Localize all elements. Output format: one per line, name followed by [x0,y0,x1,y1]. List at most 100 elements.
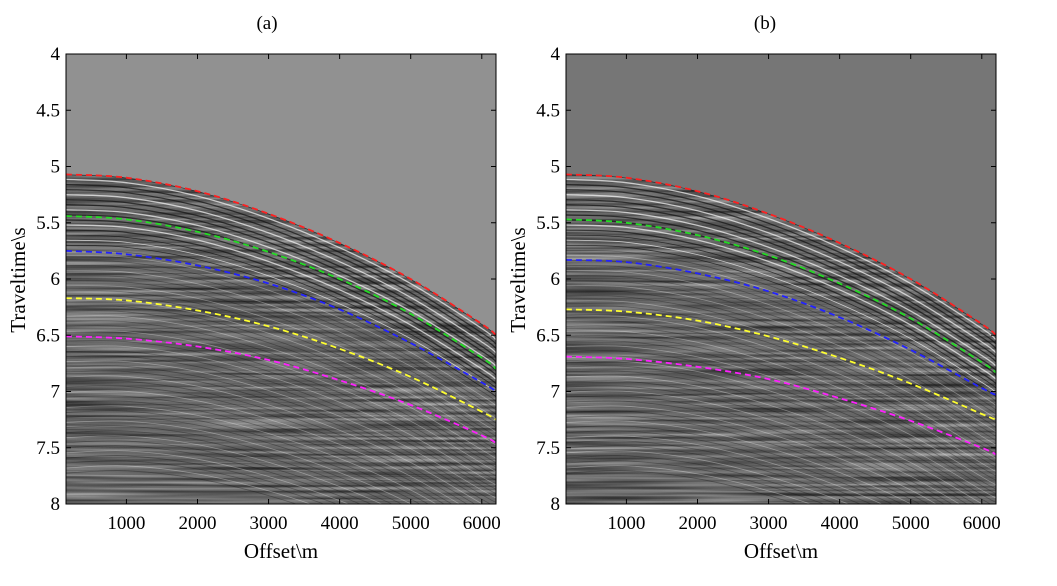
panel-a-reflector-28 [66,315,496,459]
panel-a-reflector-14 [66,244,496,398]
panel-a-y-tick-label: 5 [51,157,61,178]
panel-a-reflector-54 [66,445,496,504]
panel-a-y-tick-label: 7.5 [36,438,60,459]
panel-b-reflector-28 [566,315,996,459]
panel-a-reflector-41 [66,380,496,504]
panel-b-reflector-30 [566,325,996,468]
panel-b-reflector-3 [566,188,996,349]
panel-b-reflector-53 [566,440,996,504]
panel-a-reflector-4 [66,193,496,354]
panel-a-y-tick-label: 6.5 [36,325,60,346]
panel-b-reflector-50 [566,425,996,504]
panel-b-reflector-18 [566,265,996,415]
panel-b-reflector-45 [566,400,996,504]
panel-a-reflector-15 [66,249,496,402]
panel-a-label: (a) [256,13,277,34]
panel-a-reflector-33 [66,340,496,481]
panel-b-x-tick-label: 5000 [892,513,930,534]
panel-a-reflector-3 [66,188,496,349]
panel-b-reflector-13 [566,239,996,393]
panel-a-reflector-23 [66,290,496,437]
panel-b-y-axis-title: Traveltime\s [506,227,530,332]
panel-b-reflector-35 [566,350,996,490]
panel-b-reflector-54 [566,445,996,504]
panel-a-reflector-11 [66,229,496,385]
panel-b-x-tick-label: 1000 [607,513,645,534]
panel-a-reflector-35 [66,350,496,490]
panel-a-reflector-39 [66,370,496,504]
panel-b-reflector-39 [566,370,996,504]
panel-b-y-tick-label: 4.5 [536,100,560,121]
panel-b-reflector-19 [566,270,996,420]
panel-a-y-tick-label: 8 [51,494,61,515]
panel-b-reflector-29 [566,320,996,464]
panel-a-reflector-26 [66,305,496,450]
panel-a-reflector-56 [66,455,496,504]
panel-a-x-tick-label: 5000 [392,513,430,534]
panel-a-y-tick-label: 5.5 [36,213,60,234]
panel-b-pick-green [565,218,997,374]
panel-a-reflector-19 [66,270,496,420]
panel-a-reflector-48 [66,415,496,504]
panel-b-y-tick-label: 6 [551,269,561,290]
panel-b-reflector-59 [566,470,996,504]
panel-a-reflector-9 [66,219,496,376]
panel-b-reflector-14 [566,244,996,398]
panel-a-reflector-2 [66,183,496,345]
panel-a-reflector-55 [66,450,496,504]
panel-a-pick-yellow [65,297,497,421]
panel-b-reflector-49 [566,420,996,504]
panel-b-reflector-15 [566,249,996,402]
panel-a-pick-blue [65,250,497,393]
panel-a-reflector-47 [66,410,496,504]
panel-b-reflector-23 [566,290,996,437]
panel-b-reflector-43 [566,390,996,504]
panel-b-reflector-37 [566,360,996,499]
panel-b-reflector-51 [566,430,996,504]
panel-b-reflector-36 [566,355,996,494]
panel-a-reflector-53 [66,440,496,504]
panel-b-pick-magenta [565,355,997,456]
panel-a-reflector-18 [66,265,496,415]
panel-b-x-tick-label: 2000 [678,513,716,534]
panel-b-reflector-40 [566,375,996,504]
panel-b-reflector-38 [566,365,996,503]
panel-b-x-axis-title: Offset\m [744,539,818,563]
panel-a-reflector-12 [66,234,496,389]
panel-b-reflector-24 [566,295,996,442]
panel-a-x-tick-label: 1000 [107,513,145,534]
panel-a-x-tick-label: 4000 [321,513,359,534]
panel-a-reflector-44 [66,395,496,504]
panel-b-pick-red [565,173,997,337]
panel-a-reflector-49 [66,420,496,504]
panel-b-reflector-20 [566,275,996,424]
panel-a-pick-magenta [65,335,497,445]
panel-a-reflector-10 [66,224,496,380]
panel-b-reflector-46 [566,405,996,504]
panel-a-reflector-21 [66,280,496,428]
panel-b-reflector-57 [566,460,996,504]
panel-a-reflector-6 [66,204,496,363]
panel-b-reflector-10 [566,224,996,380]
panel-b-reflector-44 [566,395,996,504]
panel-b-reflector-55 [566,450,996,504]
panel-b-reflector-12 [566,234,996,389]
panel-a-reflector-34 [66,345,496,486]
panel-b-reflector-5 [566,199,996,358]
panel-b-reflector-1 [566,178,996,341]
panel-b-y-axis: 4 4.5 5 5.5 6 6.5 7 7.5 8 [536,44,996,515]
panel-a-x-tick-label: 6000 [463,513,501,534]
panel-a-reflector-31 [66,330,496,472]
panel-b-reflector-33 [566,340,996,481]
panel-a-y-axis-title: Traveltime\s [6,227,30,332]
panel-b-y-tick-label: 4 [551,44,561,65]
panel-a-reflector-17 [66,260,496,411]
panel-a-reflector-32 [66,335,496,477]
panel-a-picked-events [65,173,497,445]
panel-a-reflector-7 [66,209,496,367]
panel-a-y-tick-label: 6 [51,269,61,290]
panel-b-reflector-22 [566,285,996,433]
panel-b-reflector-31 [566,330,996,472]
panel-b-x-tick-label: 6000 [963,513,1001,534]
